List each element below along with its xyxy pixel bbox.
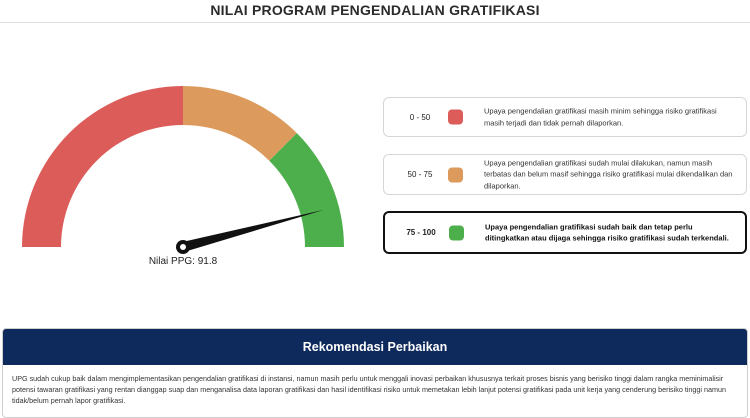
gauge-value-label: Nilai PPG: 91.8	[148, 256, 218, 267]
legend-range: 75 - 100	[406, 228, 436, 237]
gauge-chart	[22, 86, 344, 254]
legend-item-medium: 50 - 75 Upaya pengendalian gratifikasi s…	[383, 154, 747, 195]
recommendation-panel: Rekomendasi Perbaikan UPG sudah cukup ba…	[2, 328, 748, 418]
legend-range: 50 - 75	[407, 170, 433, 179]
ppg-gauge	[0, 60, 370, 280]
legend-swatch-orange	[448, 167, 463, 182]
legend-swatch-green	[449, 225, 464, 240]
legend-description: Upaya pengendalian gratifikasi masih min…	[484, 106, 717, 127]
legend-description: Upaya pengendalian gratifikasi sudah bai…	[485, 221, 729, 243]
gauge-needle-hub-center	[180, 244, 186, 250]
recommendation-title: Rekomendasi Perbaikan	[3, 329, 747, 365]
legend-swatch-red	[448, 109, 463, 125]
recommendation-body: UPG sudah cukup baik dalam mengimplement…	[12, 374, 726, 406]
legend-item-high: 75 - 100 Upaya pengendalian gratifikasi …	[383, 211, 747, 254]
gauge-needle	[181, 209, 325, 252]
gauge-band-low	[22, 86, 183, 247]
gauge-band-high	[269, 133, 344, 247]
page-header: NILAI PROGRAM PENGENDALIAN GRATIFIKASI	[0, 0, 750, 23]
page-title: NILAI PROGRAM PENGENDALIAN GRATIFIKASI	[210, 2, 540, 18]
legend-range: 0 - 50	[409, 112, 431, 122]
gauge-band-medium	[183, 86, 297, 161]
legend-item-low: 0 - 50 Upaya pengendalian gratifikasi ma…	[383, 97, 747, 137]
legend-description: Upaya pengendalian gratifikasi sudah mul…	[484, 158, 733, 191]
